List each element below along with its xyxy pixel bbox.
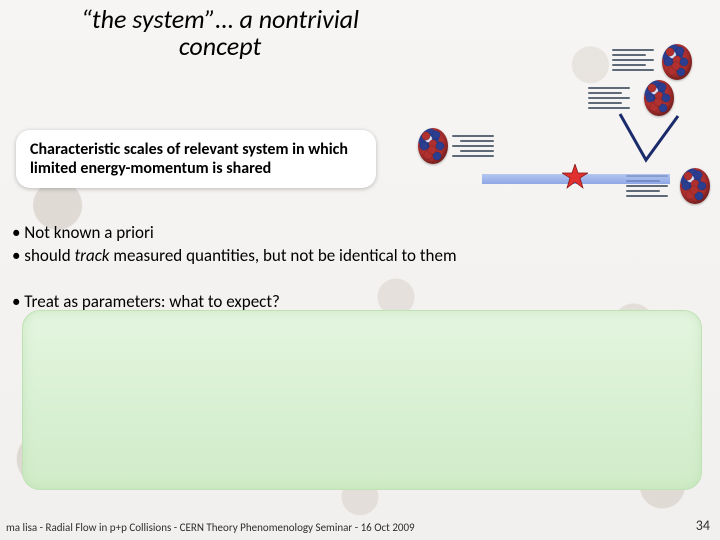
nucleus-icon — [680, 168, 710, 204]
callout-box: Characteristic scales of relevant system… — [16, 130, 376, 188]
slide-title: “the system”… a nontrivial concept — [0, 6, 440, 61]
page-number: 34 — [696, 517, 710, 534]
bullet-line: • Not known a priori — [12, 222, 652, 243]
collision-diagram — [412, 40, 712, 220]
speed-lines — [612, 46, 654, 74]
title-line-2: concept — [0, 33, 440, 60]
expectation-box — [22, 310, 702, 490]
slide: “the system”… a nontrivial concept Chara… — [0, 0, 720, 540]
bullet-list: • Not known a priori• should track measu… — [12, 220, 652, 314]
nucleus-icon — [662, 44, 692, 80]
title-line-1: “the system”… a nontrivial — [0, 6, 440, 33]
nucleus-icon — [418, 128, 448, 164]
speed-lines — [452, 132, 494, 160]
bullet-line: • should track measured quantities, but … — [12, 245, 652, 266]
bullet-line: • Treat as parameters: what to expect? — [12, 291, 652, 312]
bullet-line — [12, 268, 652, 289]
collision-star-icon — [562, 164, 588, 190]
italic-word: track — [74, 245, 109, 266]
v-tracks-icon — [616, 110, 686, 171]
callout-text: Characteristic scales of relevant system… — [30, 140, 362, 178]
speed-lines — [588, 84, 630, 112]
footer-text: ma lisa - Radial Flow in p+p Collisions … — [6, 521, 415, 534]
